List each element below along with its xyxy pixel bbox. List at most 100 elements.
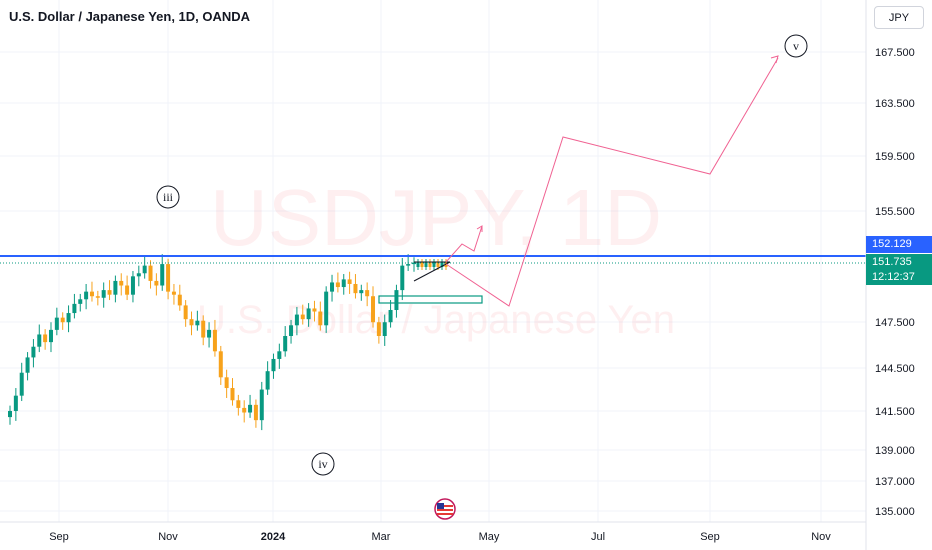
price-tick-label: 155.500 xyxy=(875,206,915,218)
candle-body xyxy=(13,395,18,411)
bar-countdown: 12:12:37 xyxy=(872,271,915,283)
candle-body xyxy=(347,279,352,284)
time-axis[interactable]: Sep Nov 2024 Mar May Jul Sep Nov xyxy=(49,531,831,543)
candle-body xyxy=(125,285,130,295)
candle-body xyxy=(43,334,48,343)
candle-body xyxy=(312,308,317,312)
grid xyxy=(0,0,866,522)
candle-body xyxy=(48,329,53,343)
candle-body xyxy=(37,334,42,347)
candle-body xyxy=(420,262,424,267)
candle-body xyxy=(183,305,188,320)
price-tick-label: 163.500 xyxy=(875,98,915,110)
candle-body xyxy=(218,351,223,378)
candle-body xyxy=(289,325,294,337)
candle-body xyxy=(318,311,323,326)
candle-body xyxy=(119,280,124,286)
time-tick-label: Jul xyxy=(591,531,605,543)
candle-body xyxy=(8,410,12,418)
candle-body xyxy=(388,309,393,323)
candle-body xyxy=(201,320,206,338)
time-tick-label: 2024 xyxy=(261,531,286,543)
price-tick-label: 137.000 xyxy=(875,476,915,488)
candle-body xyxy=(400,265,405,291)
candle-body xyxy=(259,389,264,421)
candle-body xyxy=(271,358,276,372)
candle-body xyxy=(371,296,376,323)
candle-body xyxy=(101,290,106,298)
time-tick-label: Sep xyxy=(49,531,69,543)
candle-body xyxy=(78,299,83,304)
candle-body xyxy=(66,313,71,323)
candle-body xyxy=(341,279,346,288)
price-tick-label: 139.000 xyxy=(875,445,915,457)
price-tick-label: 144.500 xyxy=(875,363,915,375)
wave-projection-arrowhead xyxy=(770,55,779,64)
candle-body xyxy=(195,320,200,326)
candle-body xyxy=(253,404,258,421)
wave-iv-label[interactable]: iv xyxy=(311,452,335,476)
candle-body xyxy=(54,317,59,330)
candle-body xyxy=(60,317,65,323)
candle-body xyxy=(277,351,282,359)
price-tick-label: 147.500 xyxy=(875,317,915,329)
time-tick-label: Nov xyxy=(811,531,831,543)
short-projection-arrow[interactable] xyxy=(445,225,483,263)
candle-body xyxy=(224,377,229,389)
candle-body xyxy=(142,265,147,274)
candle-body xyxy=(335,282,340,288)
candle-body xyxy=(382,322,387,337)
candle-body xyxy=(436,262,440,267)
triangle-pattern[interactable] xyxy=(413,261,451,282)
wave-iii-text: iii xyxy=(163,190,174,204)
candle-body xyxy=(136,273,141,277)
price-tick-label: 159.500 xyxy=(875,151,915,163)
demand-zone-box[interactable] xyxy=(378,295,483,304)
candle-body xyxy=(394,290,399,310)
candle-body xyxy=(72,303,77,314)
candle-body xyxy=(365,290,370,297)
price-tick-label: 167.500 xyxy=(875,47,915,59)
candle-body xyxy=(432,262,436,267)
last-price-value: 151.735 xyxy=(872,256,912,268)
candle-body xyxy=(294,314,299,326)
watermark-symbol: USDJPY, 1D xyxy=(210,173,662,262)
candle-body xyxy=(95,296,100,298)
currency-button[interactable]: JPY xyxy=(874,6,924,29)
candle-body xyxy=(166,264,171,292)
candle-body xyxy=(25,357,30,373)
candle-body xyxy=(406,264,411,266)
candle-body xyxy=(300,314,305,320)
candle-body xyxy=(248,404,253,413)
candle-body xyxy=(440,262,444,267)
candle-body xyxy=(324,291,329,326)
candlestick-series xyxy=(8,254,448,431)
price-axis[interactable]: 167.500 163.500 159.500 155.500 147.500 144.5… xyxy=(875,47,915,518)
wave-projection-path[interactable] xyxy=(445,57,779,307)
wave-iii-label[interactable]: iii xyxy=(156,185,180,209)
resistance-price-tag: 152.129 xyxy=(866,236,932,253)
wave-v-label[interactable]: v xyxy=(784,34,808,58)
candle-body xyxy=(242,407,247,413)
wave-v-text: v xyxy=(793,39,799,53)
time-tick-label: May xyxy=(479,531,500,543)
candle-body xyxy=(283,336,288,352)
candle-body xyxy=(424,262,428,267)
candle-body xyxy=(89,291,94,297)
last-price-tag: 151.735 12:12:37 xyxy=(866,254,932,285)
time-tick-label: Mar xyxy=(372,531,391,543)
candle-body xyxy=(113,280,118,295)
candle-body xyxy=(265,371,270,390)
time-tick-label: Sep xyxy=(700,531,720,543)
candle-body xyxy=(84,291,89,300)
candle-body xyxy=(428,262,432,267)
candle-body xyxy=(359,290,364,294)
candle-body xyxy=(416,262,420,267)
candle-body xyxy=(306,308,311,320)
price-tick-label: 141.500 xyxy=(875,406,915,418)
chart-title: U.S. Dollar / Japanese Yen, 1D, OANDA xyxy=(9,9,251,24)
candle-body xyxy=(230,388,235,401)
candle-body xyxy=(177,294,182,306)
price-tick-label: 135.000 xyxy=(875,506,915,518)
